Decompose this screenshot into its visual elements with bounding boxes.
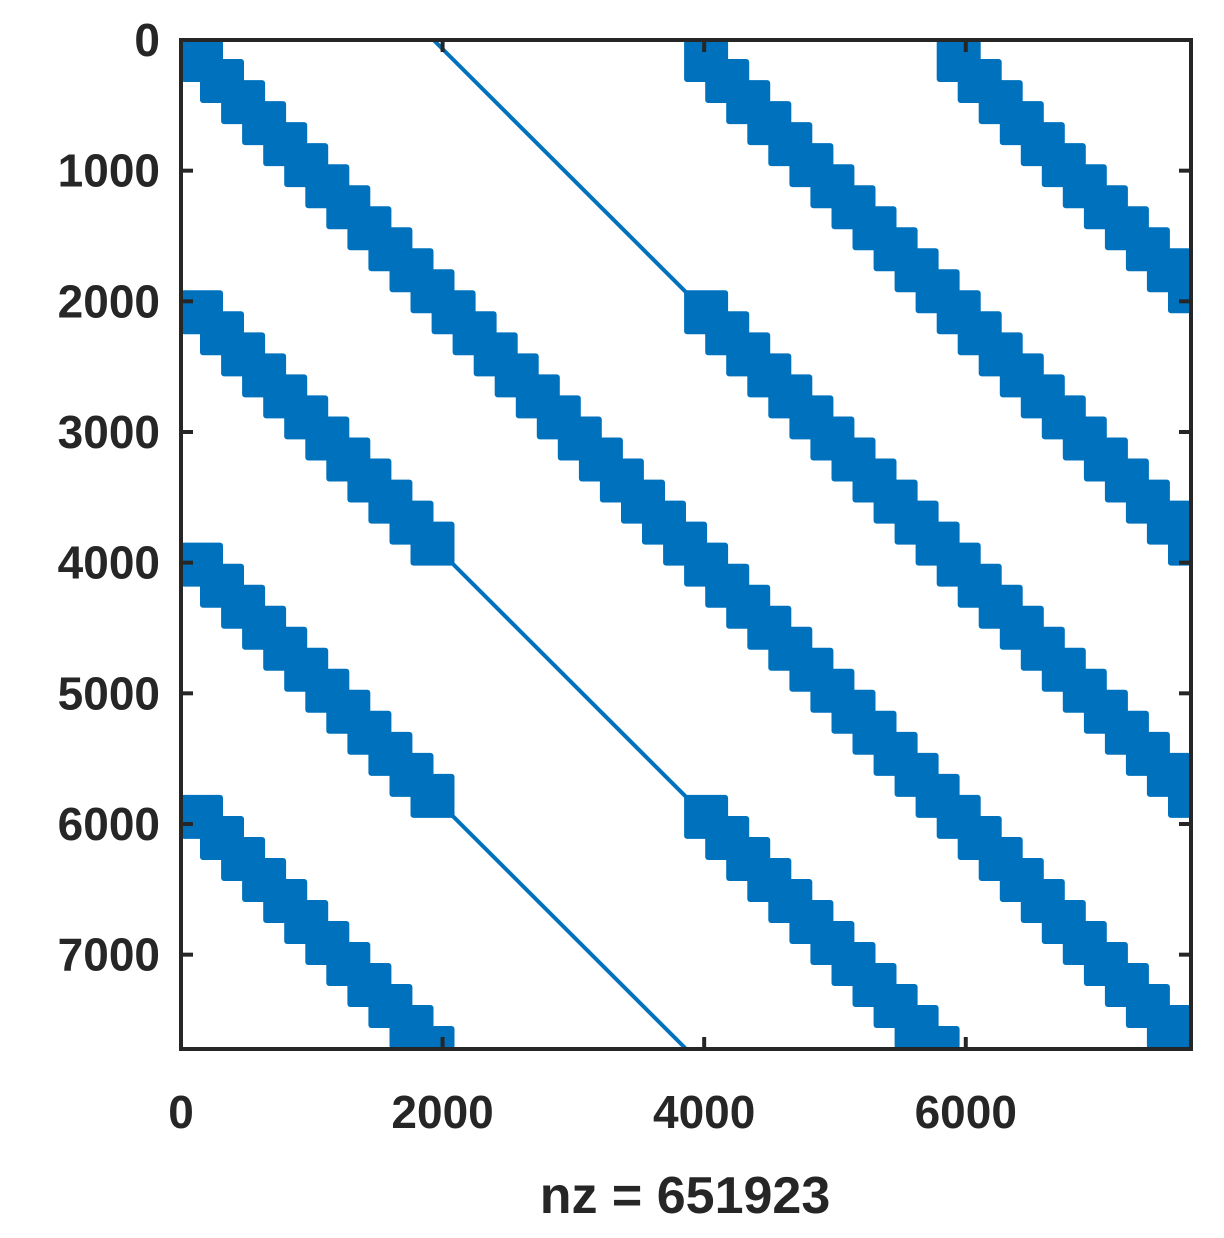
- x-axis: 0 2000 4000 6000: [168, 40, 1017, 1138]
- x-tick-label: 2000: [391, 1086, 493, 1138]
- diagonal-nonzero-line: [432, 543, 688, 799]
- block-band: [181, 290, 455, 566]
- y-tick-label: 1000: [58, 145, 160, 197]
- y-tick-label: 6000: [58, 798, 160, 850]
- block-band: [684, 542, 960, 818]
- x-tick-label: 6000: [915, 1086, 1017, 1138]
- y-tick-label: 2000: [58, 275, 160, 327]
- y-tick-label: 3000: [58, 406, 160, 458]
- y-tick-label: 0: [134, 14, 160, 66]
- diagonal-nonzero-line: [432, 38, 688, 294]
- block-band: [936, 794, 1191, 1049]
- x-tick-label: 0: [168, 1086, 194, 1138]
- y-tick-label: 5000: [58, 667, 160, 719]
- nonzero-block: [915, 1026, 960, 1049]
- y-axis: 0 1000 2000 3000 4000 5000 6000 7000: [58, 14, 1191, 981]
- y-tick-label: 4000: [58, 537, 160, 589]
- block-band: [684, 794, 960, 1049]
- block-band: [181, 40, 455, 314]
- nonzero-block: [1168, 773, 1191, 818]
- block-band: [936, 290, 1191, 566]
- axes-frame: [179, 38, 1193, 1051]
- block-band: [431, 290, 708, 566]
- axes-box: [179, 38, 1193, 1051]
- plot-area: [181, 38, 1191, 1051]
- nonzero-block: [1168, 269, 1191, 314]
- block-band: [181, 794, 455, 1049]
- block-band: [181, 542, 455, 818]
- nonzero-block: [1168, 521, 1191, 566]
- block-band: [936, 542, 1191, 818]
- block-band: [936, 40, 1191, 314]
- x-axis-label: nz = 651923: [540, 1167, 831, 1225]
- nonzero-block: [1168, 1026, 1191, 1049]
- diagonal-nonzero-line: [432, 795, 688, 1051]
- nonzero-block: [410, 1026, 455, 1049]
- x-tick-label: 4000: [653, 1086, 755, 1138]
- block-band: [684, 40, 960, 314]
- y-tick-label: 7000: [58, 929, 160, 981]
- block-band: [684, 290, 960, 566]
